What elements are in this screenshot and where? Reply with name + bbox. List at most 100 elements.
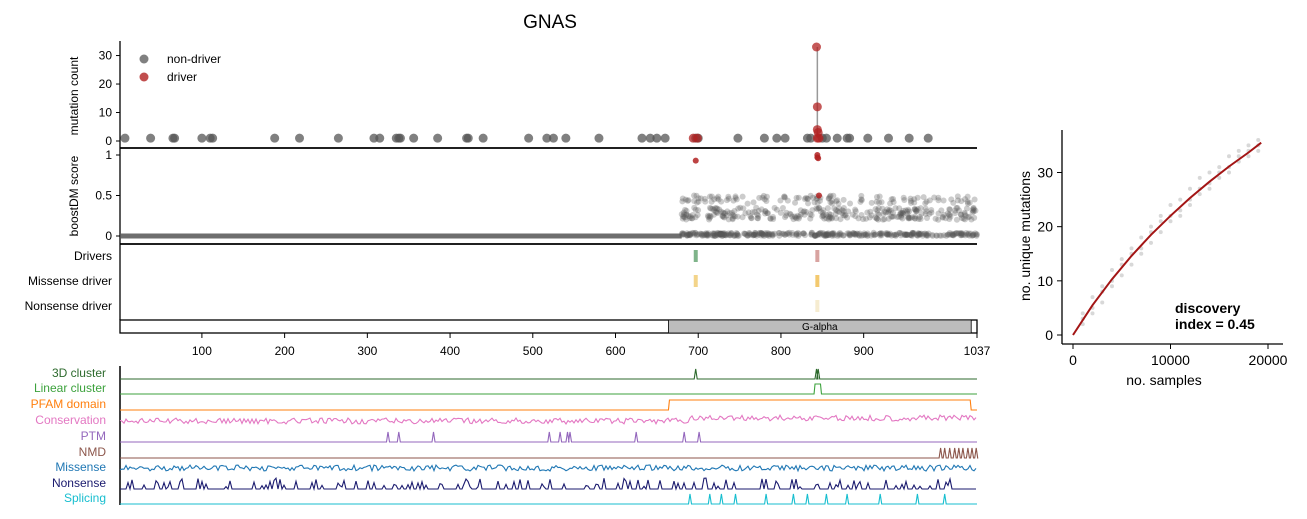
score-point	[719, 232, 726, 239]
score-point	[723, 197, 730, 204]
score-point	[837, 216, 844, 223]
score-point	[946, 215, 953, 222]
score-point	[913, 208, 920, 215]
score-point	[847, 200, 854, 207]
score-point	[702, 198, 709, 205]
score-point	[900, 210, 907, 217]
score-point	[825, 195, 832, 202]
score-point	[784, 230, 791, 237]
score-point	[887, 207, 894, 214]
score-point	[734, 232, 741, 239]
subsample-point	[1149, 224, 1153, 229]
score-point	[786, 229, 793, 236]
driver-score-point	[692, 157, 699, 164]
feature-track-label: Nonsense	[52, 476, 106, 490]
score-point	[691, 198, 698, 205]
score-point	[841, 212, 848, 219]
non-driver-point	[780, 133, 790, 143]
score-point	[885, 215, 892, 222]
score-point	[715, 196, 722, 203]
y-tick-label: 20	[1037, 219, 1053, 235]
legend-label-non-driver: non-driver	[167, 52, 221, 66]
score-point	[901, 231, 908, 238]
score-point	[909, 230, 916, 237]
score-point	[888, 213, 895, 220]
score-point	[941, 211, 948, 218]
score-point	[962, 196, 969, 203]
score-point	[835, 205, 842, 212]
score-point	[958, 215, 965, 222]
score-point	[878, 232, 885, 239]
y-tick-label: 30	[1037, 165, 1053, 181]
score-point	[883, 231, 890, 238]
score-point	[710, 211, 717, 218]
score-point	[957, 211, 964, 218]
y-tick-label: 20	[99, 77, 113, 91]
score-point	[729, 211, 736, 218]
score-point	[944, 231, 951, 238]
score-point	[817, 230, 824, 237]
score-point	[763, 232, 770, 239]
score-point	[891, 231, 898, 238]
score-point	[814, 232, 821, 239]
score-point	[827, 213, 834, 220]
score-point	[821, 232, 828, 239]
score-point	[729, 216, 736, 223]
score-point	[905, 206, 912, 213]
score-point	[868, 232, 875, 239]
score-point	[877, 232, 884, 239]
score-point	[689, 215, 696, 222]
score-point	[858, 192, 865, 199]
score-point	[824, 205, 831, 212]
score-point	[868, 199, 875, 206]
score-point	[816, 197, 823, 204]
non-driver-point	[561, 133, 571, 143]
score-point	[722, 232, 729, 239]
score-point	[679, 195, 686, 202]
score-point	[892, 232, 899, 239]
y-tick-label: 0.5	[95, 189, 112, 203]
score-point	[900, 207, 907, 214]
score-point	[834, 197, 841, 204]
score-point	[907, 215, 914, 222]
score-point	[751, 231, 758, 238]
score-point	[715, 230, 722, 237]
score-point	[718, 208, 725, 215]
score-point	[903, 231, 910, 238]
score-point	[952, 207, 959, 214]
score-point	[852, 208, 859, 215]
score-point	[703, 231, 710, 238]
score-point	[702, 231, 709, 238]
score-point	[682, 214, 689, 221]
score-point	[912, 215, 919, 222]
score-point	[723, 231, 730, 238]
score-point	[816, 205, 823, 212]
score-point	[912, 213, 919, 220]
score-point	[687, 230, 694, 237]
score-point	[875, 204, 882, 211]
score-point	[850, 231, 857, 238]
score-point	[890, 195, 897, 202]
score-point	[744, 232, 751, 239]
score-point	[749, 209, 756, 216]
score-point	[904, 232, 911, 239]
y-tick-label: 30	[99, 49, 113, 63]
score-point	[967, 230, 974, 237]
score-point	[706, 204, 713, 211]
score-point	[872, 206, 879, 213]
score-point	[708, 193, 715, 200]
score-point	[773, 206, 780, 213]
score-point	[909, 231, 916, 238]
score-point	[846, 232, 853, 239]
score-point	[733, 230, 740, 237]
score-point	[819, 213, 826, 220]
score-point	[972, 230, 979, 237]
score-point	[964, 198, 971, 205]
score-point	[911, 206, 918, 213]
score-point	[966, 232, 973, 239]
score-point	[858, 232, 865, 239]
score-point	[896, 229, 903, 236]
score-point	[679, 231, 686, 238]
discovery-index-annotation: discovery	[1175, 300, 1241, 316]
score-point	[795, 232, 802, 239]
